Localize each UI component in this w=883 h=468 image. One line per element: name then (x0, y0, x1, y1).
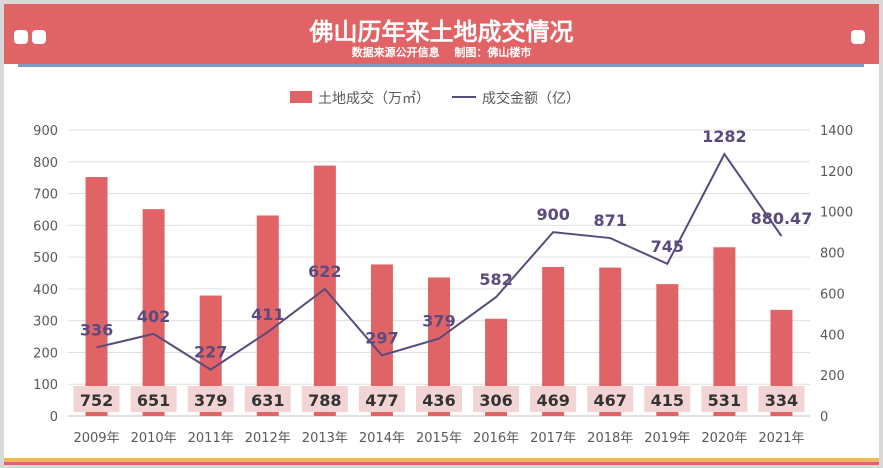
bar-label-bg (244, 386, 291, 412)
line-data-label: 622 (308, 262, 341, 281)
bar-label-bg (301, 386, 348, 412)
bar (656, 284, 679, 416)
left-tick-label: 800 (33, 156, 58, 171)
bar-data-label: 469 (536, 391, 569, 410)
footer-stripe (4, 458, 879, 462)
bar-label-bg (73, 386, 120, 412)
x-tick-label: 2021年 (758, 431, 804, 446)
line-data-label: 745 (651, 237, 684, 256)
bar-label-bg (473, 386, 520, 412)
bar-label-bg (358, 386, 405, 412)
x-tick-label: 2013年 (302, 431, 348, 446)
bar-data-label: 631 (251, 391, 284, 410)
right-tick-label: 1400 (820, 124, 853, 139)
x-tick-label: 2009年 (73, 431, 119, 446)
x-tick-label: 2016年 (473, 431, 519, 446)
line-data-label: 336 (80, 320, 113, 339)
bar-label-bg (644, 386, 691, 412)
bar-data-label: 752 (80, 391, 113, 410)
bar-label-bg (530, 386, 577, 412)
header-banner: 佛山历年来土地成交情况 数据来源公开信息 制图：佛山楼市 (4, 4, 879, 64)
bar (199, 295, 222, 416)
chart-subtitle: 数据来源公开信息 制图：佛山楼市 (351, 46, 532, 59)
bar-label-bg (587, 386, 634, 412)
left-tick-label: 0 (50, 410, 58, 425)
left-tick-label: 500 (33, 251, 58, 266)
x-tick-label: 2011年 (188, 431, 234, 446)
bar-data-label: 651 (137, 391, 170, 410)
bar (85, 177, 108, 416)
bar-data-label: 477 (365, 391, 398, 410)
bar (313, 165, 336, 416)
line-data-label: 379 (422, 312, 455, 331)
bar (713, 247, 736, 416)
chart-title: 佛山历年来土地成交情况 (309, 18, 574, 46)
bar-data-label: 467 (594, 391, 627, 410)
left-tick-label: 300 (33, 315, 58, 330)
decor-dot-icon (32, 30, 46, 44)
right-tick-label: 600 (820, 287, 845, 302)
right-tick-label: 800 (820, 247, 845, 262)
bar-data-label: 788 (308, 391, 341, 410)
left-tick-label: 400 (33, 283, 58, 298)
legend-line-label: 成交金额（亿） (482, 90, 580, 107)
x-tick-label: 2017年 (530, 431, 576, 446)
right-tick-label: 0 (820, 410, 828, 425)
left-tick-label: 200 (33, 346, 58, 361)
bar-data-label: 436 (422, 391, 455, 410)
decor-dot-icon (14, 30, 28, 44)
bar-label-bg (701, 386, 748, 412)
bar-data-label: 306 (479, 391, 512, 410)
bar (428, 277, 450, 416)
bar-label-bg (416, 386, 462, 412)
x-tick-label: 2014年 (359, 431, 405, 446)
x-tick-label: 2020年 (701, 431, 747, 446)
left-tick-label: 900 (33, 124, 58, 139)
bar-label-bg (758, 386, 805, 412)
legend-bar-label: 土地成交（万㎡） (318, 90, 430, 107)
bar-data-label: 334 (765, 391, 798, 410)
left-tick-label: 600 (33, 219, 58, 234)
line-data-label: 900 (536, 205, 569, 224)
left-tick-label: 100 (33, 378, 58, 393)
x-tick-label: 2018年 (587, 431, 633, 446)
decor-dot-icon (851, 30, 865, 44)
line-data-label: 411 (251, 305, 284, 324)
line-data-label: 880.47 (751, 209, 813, 228)
bar-data-label: 415 (651, 391, 684, 410)
bar-label-bg (187, 386, 234, 412)
footer-stripe (4, 462, 879, 465)
left-tick-label: 700 (33, 188, 58, 203)
amount-line (96, 152, 783, 371)
line-data-label: 1282 (702, 127, 747, 146)
line-data-label: 582 (479, 270, 512, 289)
x-tick-label: 2015年 (416, 431, 462, 446)
bar-data-label: 379 (194, 391, 227, 410)
line-data-label: 227 (194, 343, 227, 362)
bar-data-label: 531 (708, 391, 741, 410)
bar (142, 209, 165, 416)
bar (256, 215, 279, 416)
right-tick-label: 1200 (820, 165, 853, 180)
right-tick-label: 1000 (820, 206, 853, 221)
line-data-label: 297 (365, 328, 398, 347)
x-tick-label: 2019年 (644, 431, 690, 446)
bar-label-bg (130, 386, 177, 412)
right-tick-label: 200 (820, 369, 845, 384)
bar (599, 267, 622, 416)
header-divider (18, 64, 864, 67)
legend-bar-swatch (290, 91, 312, 103)
bar (370, 264, 393, 416)
x-tick-label: 2012年 (245, 431, 291, 446)
right-tick-label: 400 (820, 328, 845, 343)
x-tick-label: 2010年 (131, 431, 177, 446)
bar (542, 266, 565, 416)
line-data-label: 402 (137, 307, 170, 326)
line-data-label: 871 (594, 211, 627, 230)
